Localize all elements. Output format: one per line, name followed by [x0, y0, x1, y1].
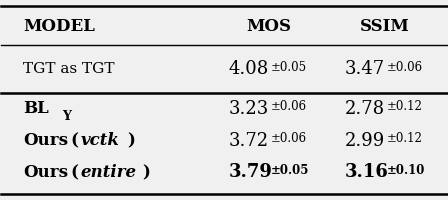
Text: ±0.12: ±0.12 [387, 100, 423, 113]
Text: MOS: MOS [246, 18, 291, 35]
Text: Ours: Ours [23, 132, 68, 149]
Text: 3.79: 3.79 [228, 163, 272, 181]
Text: TGT as TGT: TGT as TGT [23, 62, 115, 76]
Text: 3.16: 3.16 [345, 163, 388, 181]
Text: (: ( [70, 132, 78, 149]
Text: 2.78: 2.78 [345, 100, 385, 118]
Text: (: ( [70, 164, 78, 181]
Text: 3.47: 3.47 [345, 60, 385, 78]
Text: BL: BL [23, 100, 49, 117]
Text: ): ) [142, 164, 150, 181]
Text: ±0.05: ±0.05 [271, 61, 307, 74]
Text: ±0.12: ±0.12 [387, 132, 423, 145]
Text: vctk: vctk [80, 132, 119, 149]
Text: MODEL: MODEL [23, 18, 95, 35]
Text: ±0.06: ±0.06 [387, 61, 423, 74]
Text: SSIM: SSIM [360, 18, 409, 35]
Text: ±0.05: ±0.05 [271, 164, 309, 177]
Text: entire: entire [80, 164, 136, 181]
Text: 4.08: 4.08 [228, 60, 269, 78]
Text: 3.72: 3.72 [228, 132, 269, 150]
Text: ): ) [127, 132, 135, 149]
Text: 2.99: 2.99 [345, 132, 385, 150]
Text: ±0.06: ±0.06 [271, 132, 307, 145]
Text: Y: Y [62, 110, 71, 123]
Text: ±0.10: ±0.10 [387, 164, 426, 177]
Text: Ours: Ours [23, 164, 68, 181]
Text: 3.23: 3.23 [228, 100, 269, 118]
Text: ±0.06: ±0.06 [271, 100, 307, 113]
